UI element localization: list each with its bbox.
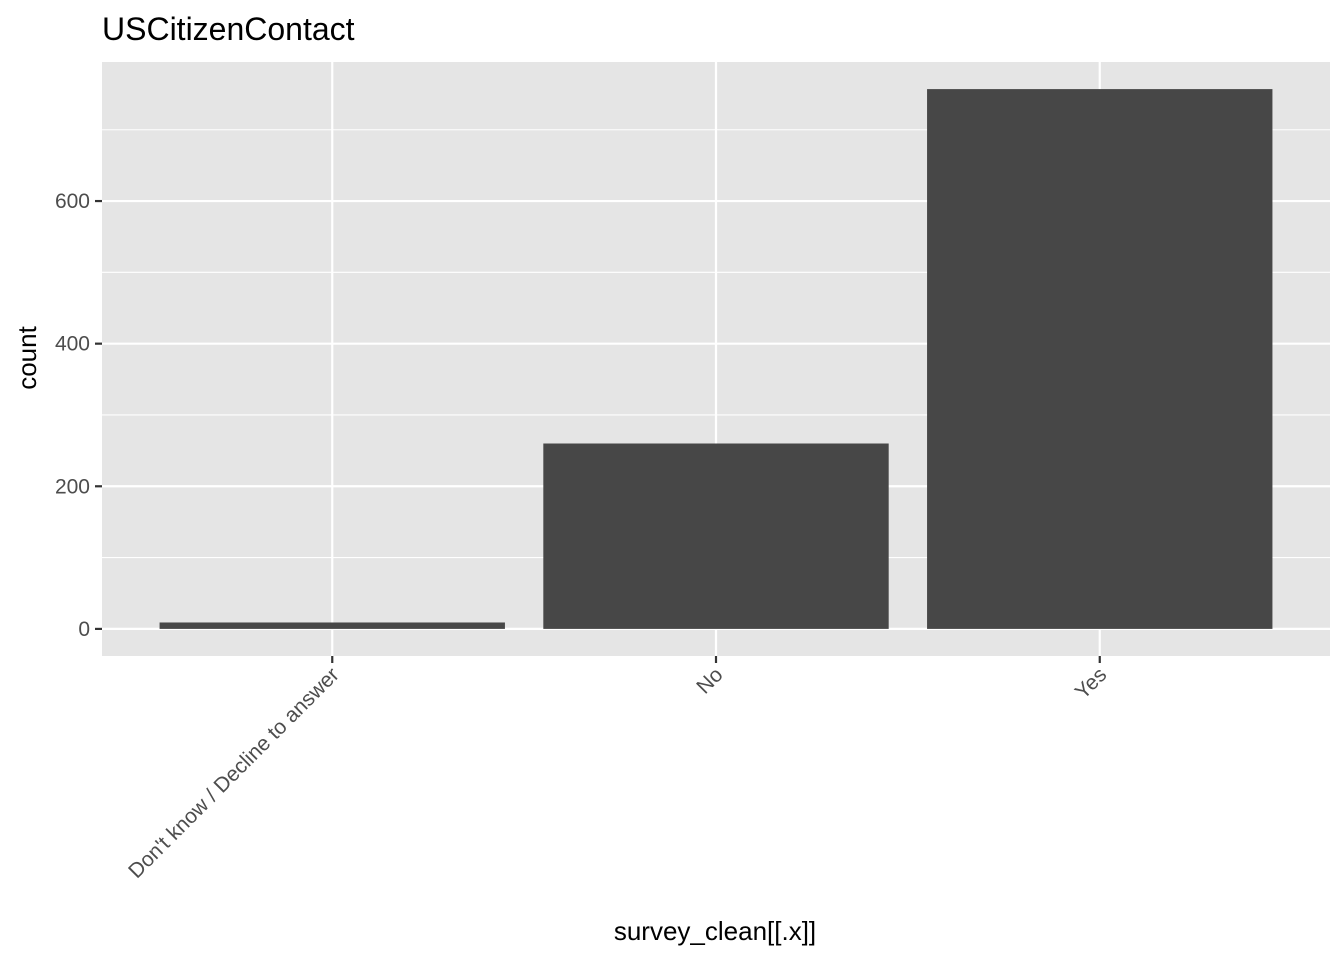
x-axis-title: survey_clean[[.x]] <box>614 916 816 946</box>
x-tick-label: Don't know / Decline to answer <box>124 663 344 883</box>
y-axis-title: count <box>12 325 42 389</box>
bar <box>927 89 1273 629</box>
chart-title: USCitizenContact <box>102 11 355 47</box>
bar <box>543 443 889 629</box>
x-tick-label: Yes <box>1071 663 1111 703</box>
bar <box>159 622 505 629</box>
y-tick-label: 200 <box>55 475 90 498</box>
y-tick-label: 0 <box>78 618 90 641</box>
y-axis: 0 200 400 600 <box>55 190 102 641</box>
x-tick-label: No <box>692 663 727 698</box>
y-tick-label: 400 <box>55 333 90 356</box>
x-axis: Don't know / Decline to answer No Yes <box>124 656 1111 883</box>
y-tick-label: 600 <box>55 190 90 213</box>
bars <box>159 89 1273 629</box>
